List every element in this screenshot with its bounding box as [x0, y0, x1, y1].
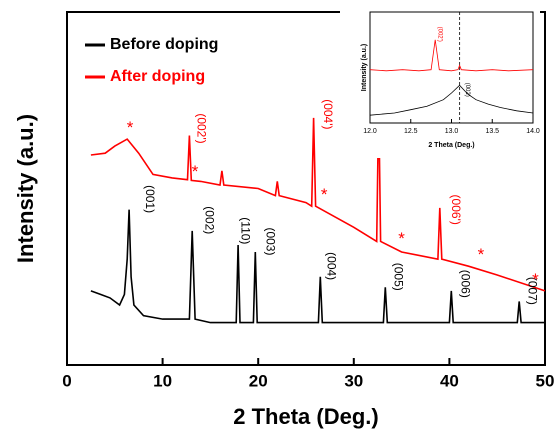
- peak-label: (006'): [449, 195, 463, 225]
- peak-marker: *: [532, 270, 539, 289]
- x-axis-label: 2 Theta (Deg.): [233, 404, 378, 429]
- series-line: [369, 84, 534, 116]
- peak-marker: *: [321, 185, 328, 204]
- series-line: [90, 209, 545, 324]
- x-tick-label: 20: [249, 371, 268, 390]
- peak-label: (005): [392, 263, 406, 291]
- peak-label: (006): [459, 270, 473, 298]
- peak-marker: *: [127, 118, 134, 137]
- peak-marker: *: [192, 162, 199, 181]
- series-line: [369, 39, 534, 72]
- peak-label: (002): [464, 83, 470, 97]
- series-line: [90, 100, 546, 292]
- inset-background: [340, 8, 540, 158]
- peak-marker: *: [398, 229, 405, 248]
- peak-marker: *: [478, 245, 485, 264]
- legend-label: After doping: [110, 68, 205, 85]
- peak-label: (002): [202, 206, 216, 234]
- peak-label: (007): [525, 277, 539, 305]
- y-axis-label: Intensity (a.u.): [361, 44, 368, 91]
- x-tick-label: 50: [536, 371, 555, 390]
- x-tick-label: 40: [440, 371, 459, 390]
- peak-label: (004): [325, 252, 339, 280]
- x-tick-label: 13.0: [445, 128, 459, 135]
- legend-label: Before doping: [110, 36, 218, 53]
- x-axis-label: 2 Theta (Deg.): [428, 142, 474, 149]
- x-tick-label: 30: [344, 371, 363, 390]
- x-tick-label: 13.5: [485, 128, 499, 135]
- peak-label: (003): [264, 227, 278, 255]
- peak-label: (001): [143, 185, 157, 213]
- x-tick-label: 12.5: [404, 128, 418, 135]
- peak-label: (002'): [195, 113, 209, 143]
- peak-label: (110): [239, 217, 253, 244]
- x-tick-label: 0: [62, 371, 71, 390]
- x-tick-label: 12.0: [363, 128, 377, 135]
- peak-label: (004'): [321, 99, 335, 129]
- x-tick-label: 14.0: [526, 128, 540, 135]
- plot-frame: [66, 11, 546, 366]
- y-axis-label: Intensity (a.u.): [13, 114, 38, 263]
- peak-label: (002'): [437, 27, 443, 42]
- x-tick-label: 10: [153, 371, 172, 390]
